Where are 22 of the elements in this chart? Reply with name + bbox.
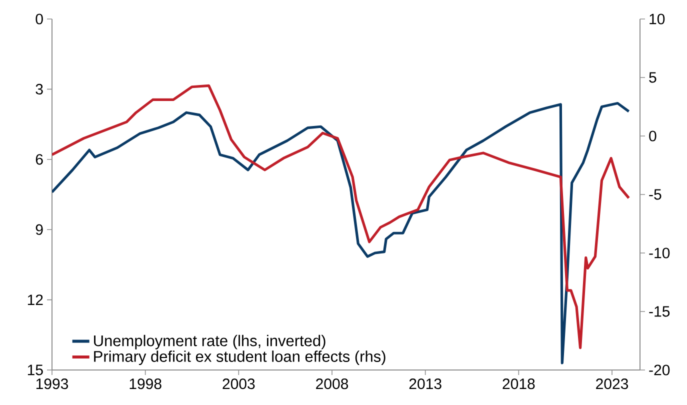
y-tick-label: 3 [36, 84, 43, 95]
x-tick-label: 2013 [409, 378, 442, 390]
x-tick-label: 1993 [36, 378, 68, 390]
x-tick-label: 2018 [502, 378, 535, 390]
x-tick-label: 2023 [596, 378, 628, 390]
y2-tick-label: -10 [649, 248, 670, 258]
y2-tick-label: -5 [649, 189, 662, 200]
y2-tick-label: -20 [649, 364, 670, 376]
legend-label: Primary deficit ex student loan effects (rhs) [94, 350, 386, 366]
legend-label: Unemployment rate (lhs, inverted) [94, 334, 326, 350]
y-tick-label: 15 [28, 364, 43, 376]
y-tick-label: 12 [28, 294, 43, 306]
x-tick-label: 2008 [316, 378, 348, 390]
y2-tick-label: 0 [649, 130, 656, 142]
y-tick-label: 9 [36, 224, 43, 235]
y2-tick-label: -15 [649, 306, 670, 317]
y2-tick-label: 5 [649, 72, 656, 83]
x-tick-label: 2003 [222, 378, 255, 390]
y2-tick-label: 10 [650, 14, 665, 24]
y-tick-label: 6 [36, 154, 43, 165]
x-tick-label: 1998 [130, 378, 162, 390]
y-tick-label: 0 [36, 14, 43, 24]
